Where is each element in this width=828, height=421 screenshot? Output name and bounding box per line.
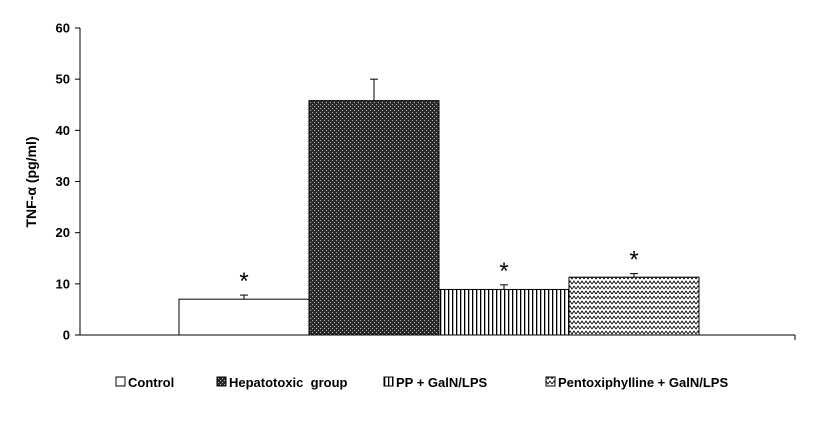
legend-swatch-hepatotoxic-group (216, 376, 227, 387)
bars-group: * * * (178, 78, 700, 336)
bar-pentoxiphylline-galn-lps (568, 276, 700, 336)
y-tick-label: 60 (56, 21, 70, 36)
y-tick-label: 20 (56, 225, 70, 240)
legend-label-hepatotoxic-group: Hepatotoxic group (229, 375, 348, 390)
bar-control (178, 298, 310, 336)
bar-hepatotoxic-group (308, 100, 440, 336)
legend: Control Hepatotoxic group PP + GalN/LPS Pen… (115, 375, 728, 390)
significance-marker-pp-galn-lps: * (499, 258, 508, 285)
significance-marker-control: * (239, 268, 248, 295)
y-tick-label: 0 (63, 328, 70, 343)
y-axis-title: TNF-α (pg/ml) (23, 136, 39, 227)
legend-swatch-pp-galn-lps (383, 376, 394, 387)
bar-pp-galn-lps (438, 288, 570, 336)
legend-label-pentoxiphylline-galn-lps: Pentoxiphylline + GalN/LPS (558, 375, 728, 390)
legend-swatch-pentoxiphylline-galn-lps (545, 376, 556, 387)
significance-marker-pentoxiphylline-galn-lps: * (629, 247, 638, 274)
y-axis: 0 10 20 30 40 50 60 (56, 21, 81, 343)
legend-label-pp-galn-lps: PP + GalN/LPS (396, 375, 487, 390)
legend-label-control: Control (128, 375, 174, 390)
y-tick-label: 30 (56, 174, 70, 189)
y-tick-label: 40 (56, 123, 70, 138)
y-tick-label: 50 (56, 72, 70, 87)
y-tick-label: 10 (56, 276, 70, 291)
legend-swatch-control (115, 376, 126, 387)
